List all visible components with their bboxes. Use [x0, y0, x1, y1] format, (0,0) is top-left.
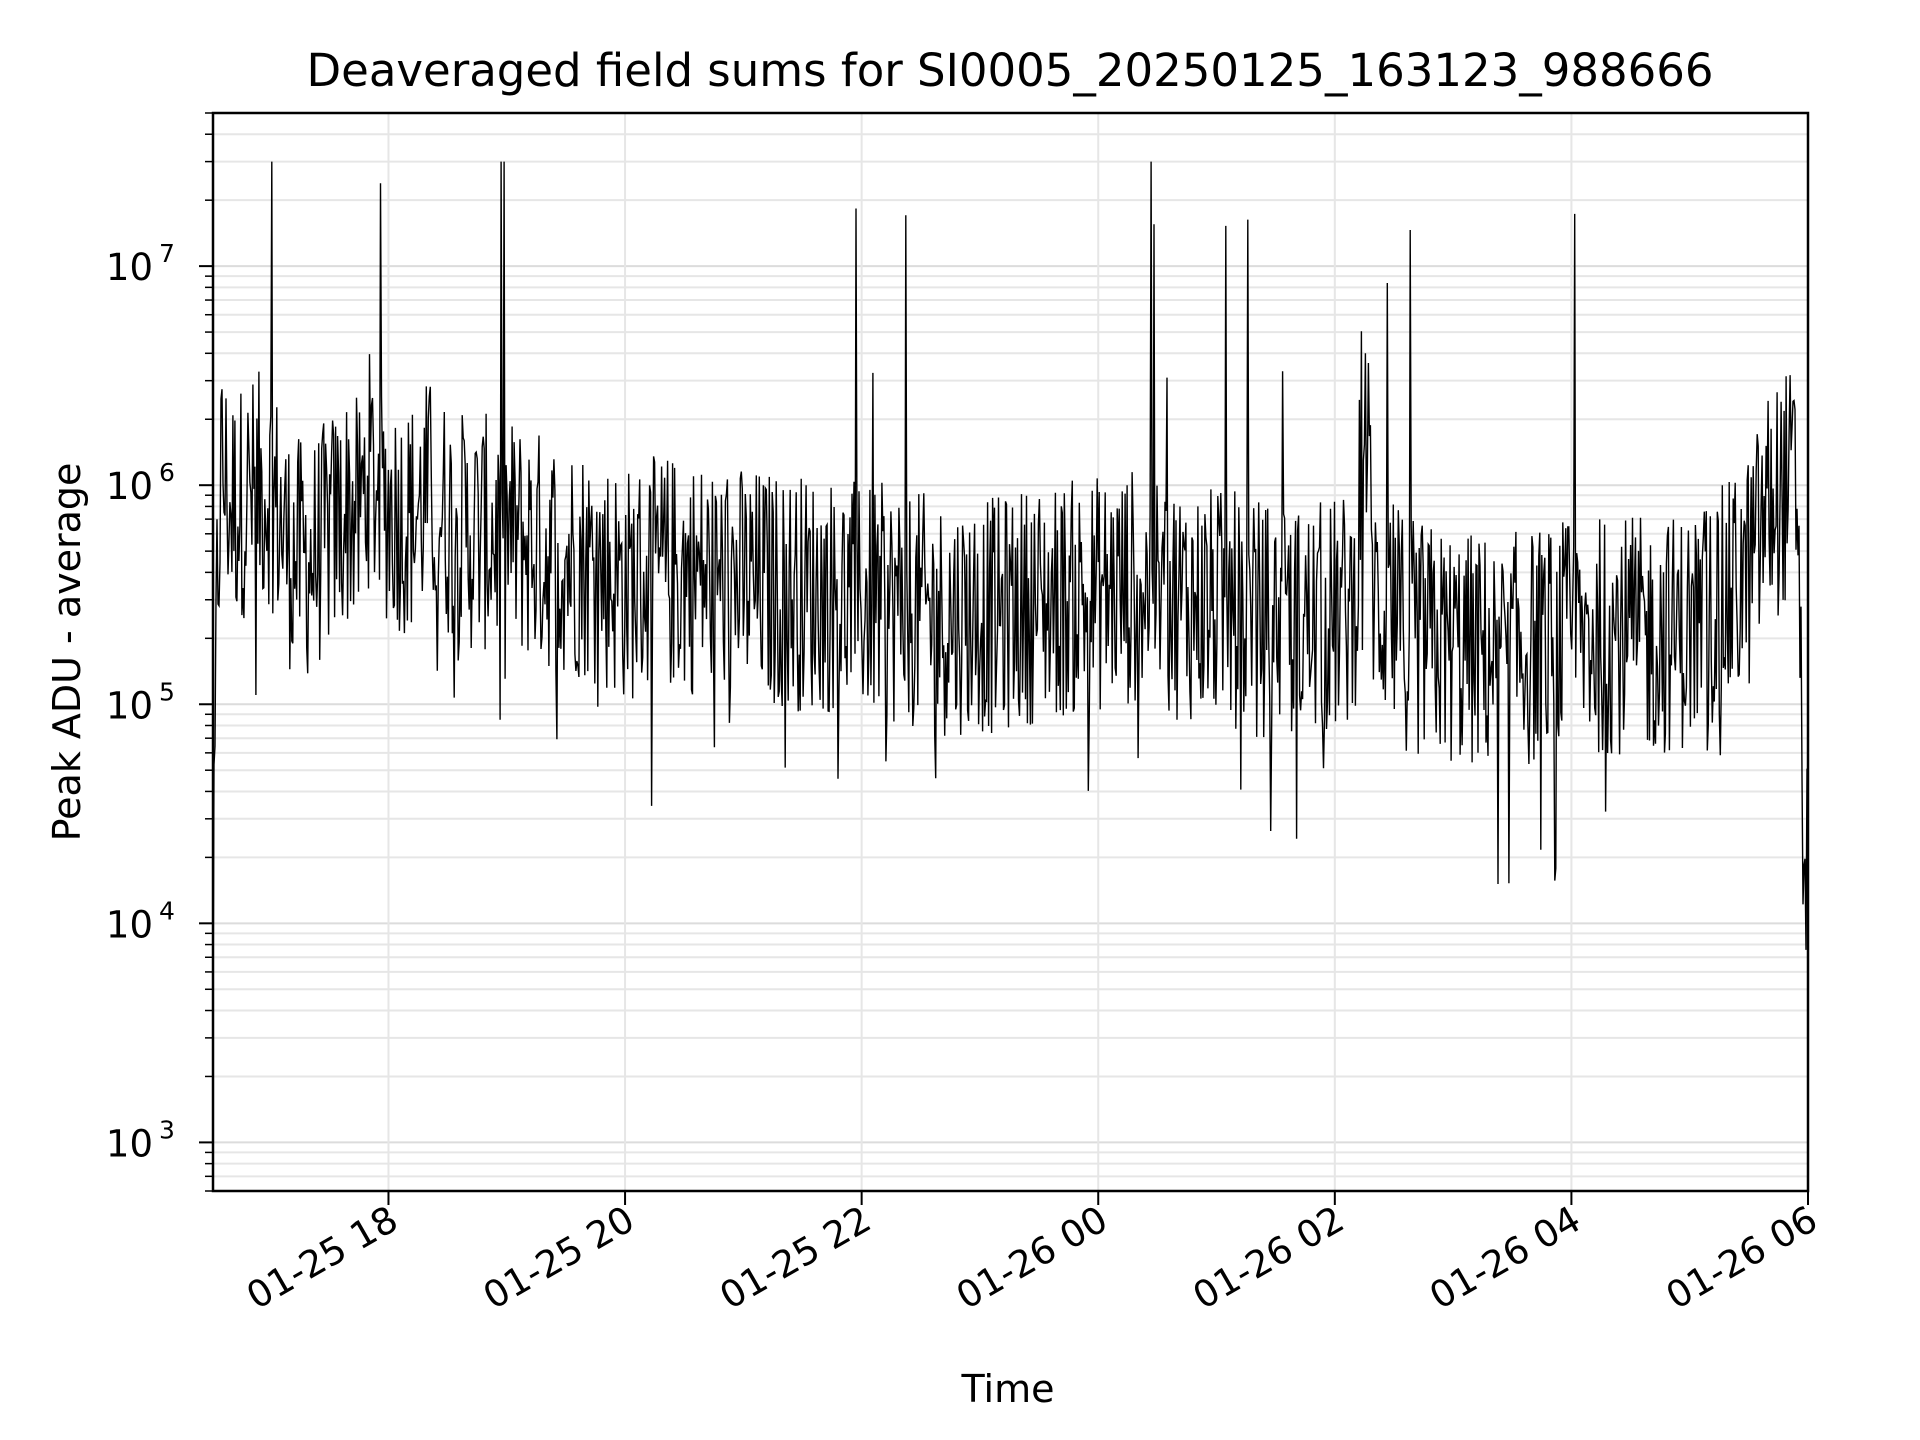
y-axis-label: Peak ADU - average: [45, 463, 89, 842]
x-axis-label: Time: [961, 1367, 1055, 1411]
x-tick-label: 01-26 04: [1422, 1198, 1588, 1318]
chart-title: Deaveraged field sums for SI0005_2025012…: [306, 44, 1713, 97]
y-tick-exponent: 5: [159, 677, 175, 706]
x-tick-label: 01-25 22: [713, 1198, 879, 1318]
grid-lines: [213, 112, 1809, 1192]
x-tick-label: 01-25 18: [239, 1198, 405, 1318]
y-tick-label: 10 6: [106, 458, 175, 508]
y-tick-exponent: 6: [159, 458, 175, 487]
x-tick-label: 01-26 02: [1186, 1198, 1352, 1318]
x-tick-label: 01-26 06: [1659, 1198, 1825, 1318]
y-tick-label: 10 4: [106, 896, 175, 946]
x-tick-label: 01-26 00: [949, 1198, 1115, 1318]
plot-frame: [211, 111, 1810, 1193]
y-tick-label: 10 5: [106, 677, 175, 727]
y-tick-exponent: 7: [159, 239, 175, 268]
y-tick-label: 10 7: [106, 239, 175, 289]
y-tick-exponent: 3: [159, 1115, 175, 1144]
series-line: [212, 161, 1809, 1028]
y-tick-exponent: 4: [159, 896, 175, 925]
y-tick-label: 10 3: [106, 1115, 175, 1165]
series-layer: [212, 161, 1809, 1028]
x-tick-label: 01-25 20: [476, 1198, 642, 1318]
